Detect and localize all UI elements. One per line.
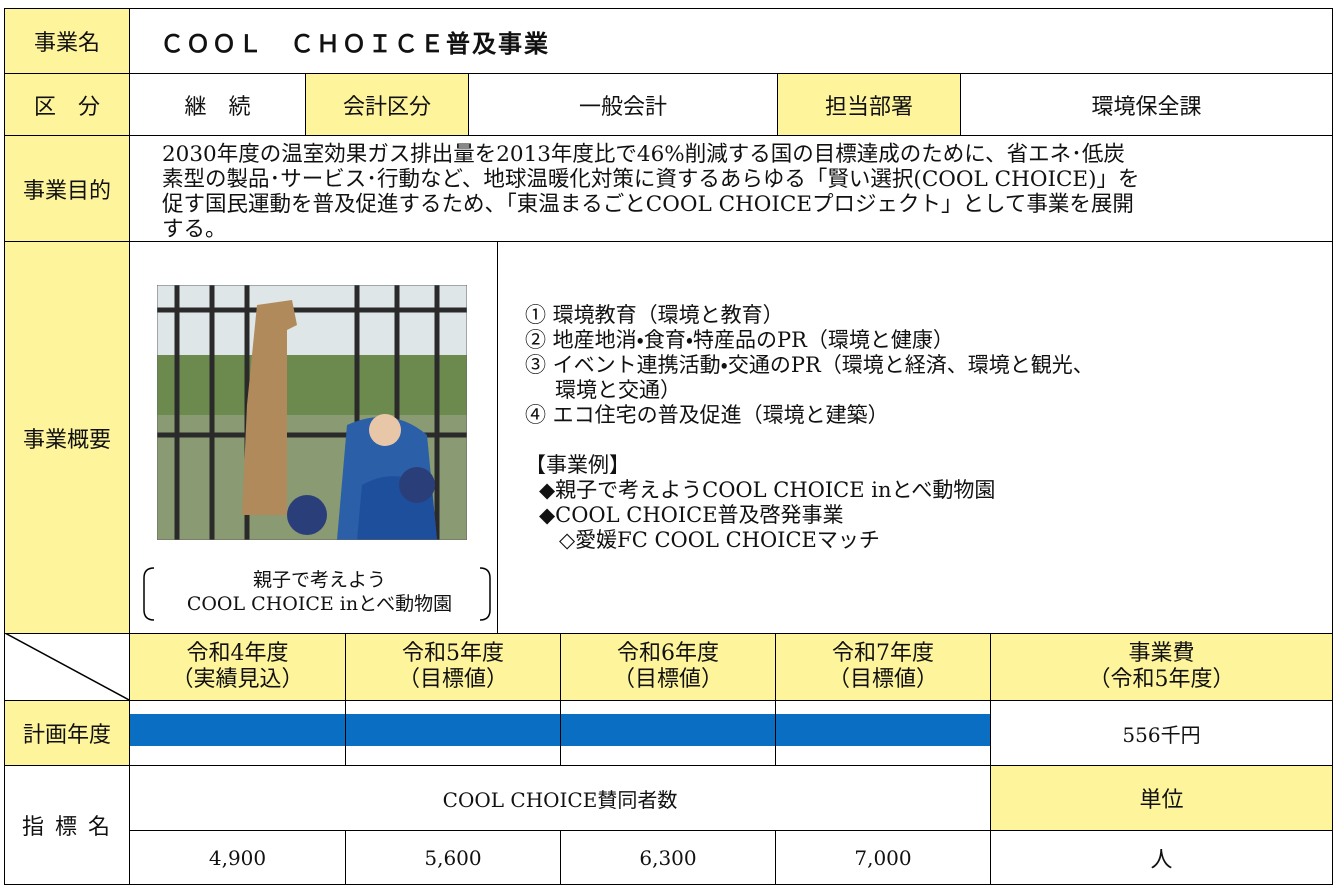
label-cell-text: 計画年度 [22,723,111,748]
label-cell-text: 区 分 [33,94,100,120]
indicator-value-cell: 4,900 [129,830,346,885]
year-cell: 令和5年度 （目標値） [345,633,561,701]
indicator-value-cell: 7,000 [775,830,991,885]
plan-cell [560,700,776,766]
spacer [525,428,1094,453]
title-cell-text: ＣＯＯＬ ＣＨＯＩＣＥ普及事業 [160,28,550,58]
caption-line: 親子で考えよう [252,569,386,591]
year-cell: 令和7年度 （目標値） [775,633,991,701]
purpose-cell-text: 素型の製品･サービス･行動など、地球温暖化対策に資するあらゆる「賢い選択(COO… [162,167,1140,192]
cost-cell: 556千円 [990,700,1333,766]
diagonal-cell [4,633,130,701]
label-cell: 事業名 [4,8,130,74]
unit-cell-text: 人 [1150,847,1173,873]
indicator-value-cell-text: 6,300 [639,845,697,870]
overview-item: ④ エコ住宅の普及促進（環境と建築） [525,403,889,427]
overview-item: ③ イベント連携活動・交通のPR（環境と経済、環境と観光、 [525,353,1094,377]
overview-item: ① 環境教育（環境と教育） [525,303,784,327]
indicator-name-cell: COOL CHOICE賛同者数 [129,765,991,831]
example-item: ◆COOL CHOICE普及啓発事業 [539,503,844,527]
plan-bar [776,714,990,746]
example-item: ◆親子で考えようCOOL CHOICE inとべ動物園 [539,478,996,502]
examples-heading: 【事業例】 [525,453,630,477]
purpose-cell-text: 2030年度の温室効果ガス排出量を2013年度比で46%削減する国の目標達成のた… [162,142,1125,167]
indicator-value-cell: 6,300 [560,830,776,885]
cost-cell-text: 556千円 [1122,722,1201,747]
year-cell-text: 令和4年度 [186,641,289,666]
label-cell: 担当部署 [777,73,961,136]
plan-cell [775,700,991,766]
year-cell-text: （目標値） [612,667,723,692]
caption-brackets [143,567,491,621]
cost-label-cell-text: （令和5年度） [1088,667,1235,692]
plan-bar [130,714,345,746]
label-cell: 事業概要 [4,241,130,634]
label-cell: 単位 [990,765,1333,831]
year-cell-text: （目標値） [827,667,938,692]
indicator-value-cell-text: 4,900 [208,845,267,870]
indicator-value-cell-text: 5,600 [424,845,482,870]
title-cell: ＣＯＯＬ ＣＨＯＩＣＥ普及事業 [129,8,1333,74]
label-cell: 計画年度 [4,700,130,766]
value-cell-text: 環境保全課 [1091,94,1202,120]
value-cell-text: 継 続 [184,94,251,120]
photo [157,285,467,540]
plan-cell [129,700,346,766]
unit-cell: 人 [990,830,1333,885]
overview-item: 環境と交通） [555,378,681,402]
label-cell-text: 指 標 名 [22,815,112,840]
label-cell: 会計区分 [305,73,469,136]
label-cell-text: 単位 [1139,788,1184,813]
value-cell-text: 一般会計 [578,94,667,120]
year-cell-text: 令和7年度 [832,641,934,666]
indicator-value-cell-text: 7,000 [854,845,912,870]
value-cell: 継 続 [129,73,306,136]
label-cell: 指 標 名 [4,765,130,885]
label-cell: 事業目的 [4,135,130,242]
purpose-cell-text: する。 [162,217,227,242]
label-cell-text: 事業目的 [22,178,111,204]
purpose-cell-text: 促す国民運動を普及促進するため、「東温まるごとCOOL CHOICEプロジェクト… [162,192,1134,217]
indicator-name-cell-text: COOL CHOICE賛同者数 [442,787,678,812]
label-cell-text: 事業概要 [22,427,111,453]
value-cell: 一般会計 [468,73,778,136]
year-cell-text: （目標値） [397,667,508,692]
caption-line: COOL CHOICE inとべ動物園 [186,593,453,615]
label-cell-text: 担当部署 [824,94,913,120]
diagonal [5,634,129,700]
year-cell-text: 令和6年度 [617,641,719,666]
example-item: ◇愛媛FC COOL CHOICEマッチ [559,528,880,552]
label-cell: 区 分 [4,73,130,136]
label-cell-text: 会計区分 [342,94,431,120]
plan-cell [345,700,561,766]
year-cell: 令和4年度 （実績見込） [129,633,346,701]
year-cell: 令和6年度 （目標値） [560,633,776,701]
overview-list: ① 環境教育（環境と教育） ② 地産地消・食育・特産品のPR（環境と健康） ③ イベ… [525,303,1094,553]
plan-bar [346,714,560,746]
plan-bar [561,714,775,746]
label-cell-text: 事業名 [33,31,100,56]
cost-label-cell: 事業費 （令和5年度） [990,633,1333,701]
photo-caption: 親子で考えよう COOL CHOICE inとべ動物園 [157,568,482,616]
overview-item: ② 地産地消・食育・特産品のPR（環境と健康） [525,328,954,352]
purpose-cell: 2030年度の温室効果ガス排出量を2013年度比で46%削減する国の目標達成のた… [129,135,1333,242]
value-cell: 環境保全課 [960,73,1333,136]
indicator-value-cell: 5,600 [345,830,561,885]
year-cell-text: 令和5年度 [402,641,504,666]
year-cell-text: （実績見込） [171,667,304,692]
cost-label-cell-text: 事業費 [1128,641,1195,666]
